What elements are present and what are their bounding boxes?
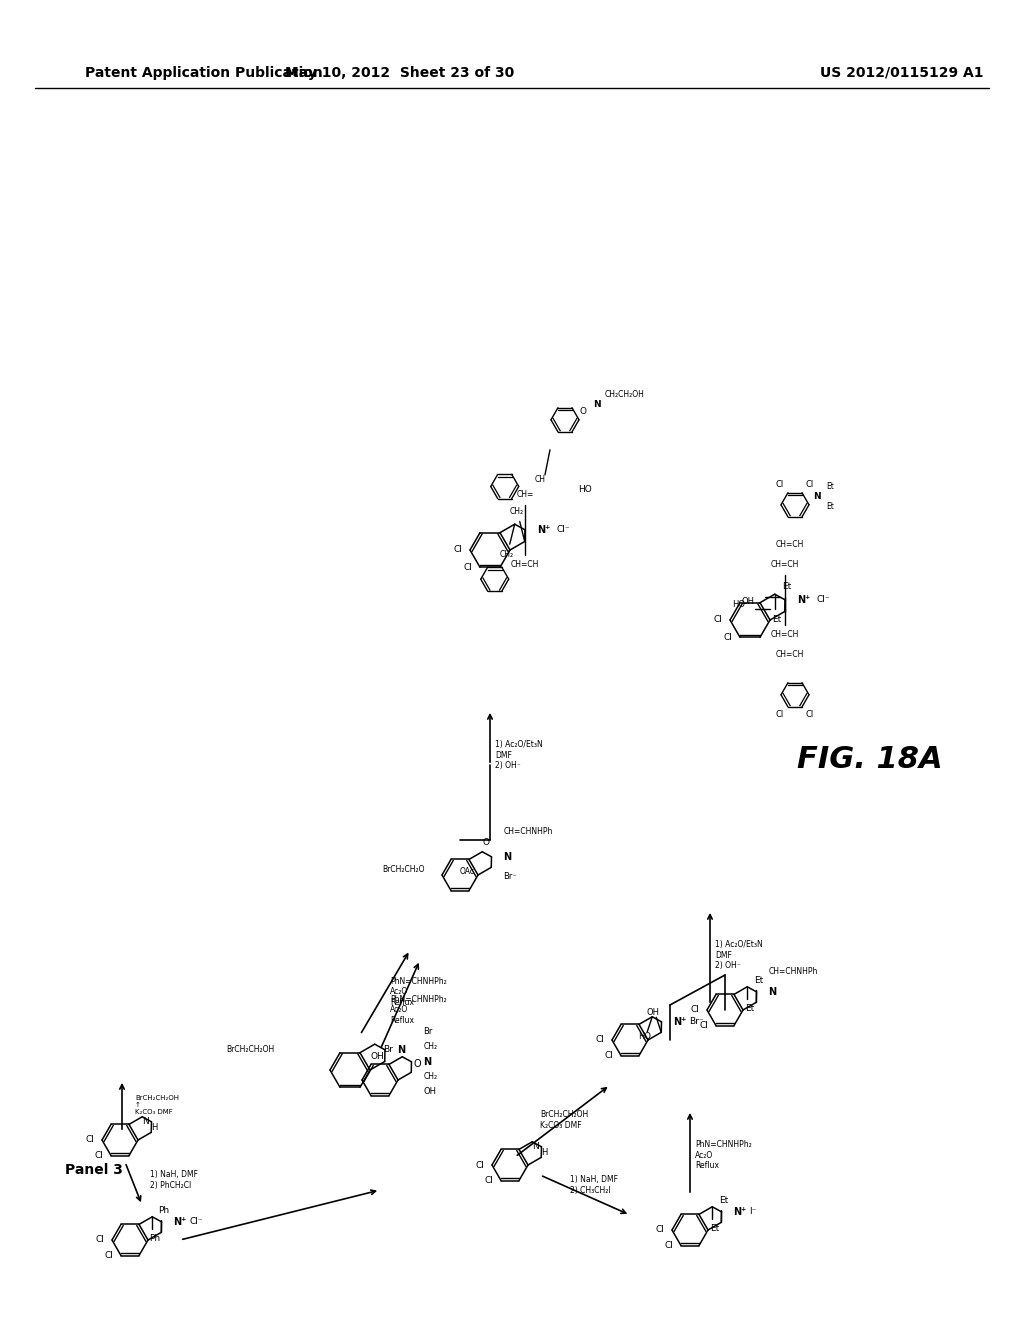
Text: Cl: Cl	[699, 1022, 708, 1030]
Text: N: N	[142, 1117, 148, 1126]
Text: H: H	[541, 1148, 548, 1156]
Text: HO: HO	[732, 599, 744, 609]
Text: Br⁻: Br⁻	[504, 873, 517, 882]
Text: Cl: Cl	[463, 562, 472, 572]
Text: N: N	[504, 851, 512, 862]
Text: CH=CH: CH=CH	[776, 651, 804, 659]
Text: PhN=CHNHPh₂
Ac₂O
Reflux: PhN=CHNHPh₂ Ac₂O Reflux	[390, 977, 446, 1007]
Text: Cl: Cl	[806, 710, 814, 719]
Text: CH₂: CH₂	[424, 1043, 437, 1051]
Text: Cl: Cl	[665, 1241, 673, 1250]
Text: US 2012/0115129 A1: US 2012/0115129 A1	[820, 66, 983, 81]
Text: Cl: Cl	[713, 615, 722, 624]
Text: OH: OH	[371, 1052, 385, 1061]
Text: BrCH₂CH₂OH
↑
K₂CO₃ DMF: BrCH₂CH₂OH ↑ K₂CO₃ DMF	[135, 1096, 179, 1115]
Text: CH₂CH₂OH: CH₂CH₂OH	[605, 391, 645, 399]
Text: O: O	[580, 408, 587, 416]
Text: N: N	[397, 1045, 406, 1055]
Text: Cl: Cl	[595, 1035, 604, 1044]
Text: Br: Br	[424, 1027, 433, 1036]
Text: Cl: Cl	[104, 1251, 113, 1261]
Text: Cl: Cl	[604, 1051, 613, 1060]
Text: Et: Et	[719, 1196, 728, 1205]
Text: CH₂: CH₂	[424, 1072, 437, 1081]
Text: OH: OH	[647, 1008, 659, 1016]
Text: Et: Et	[710, 1224, 719, 1233]
Text: Cl: Cl	[806, 480, 814, 490]
Text: Cl: Cl	[776, 710, 784, 719]
Text: BrCH₂CH₂OH: BrCH₂CH₂OH	[226, 1045, 274, 1055]
Text: HO: HO	[638, 1032, 650, 1041]
Text: N: N	[813, 492, 821, 502]
Text: CH=CHNHPh: CH=CHNHPh	[768, 968, 818, 977]
Text: CH₂: CH₂	[500, 549, 514, 558]
Text: OH: OH	[424, 1088, 436, 1097]
Text: Ph: Ph	[158, 1206, 169, 1214]
Text: CH=CHNHPh: CH=CHNHPh	[504, 828, 553, 837]
Text: Cl: Cl	[94, 1151, 103, 1160]
Text: Patent Application Publication: Patent Application Publication	[85, 66, 323, 81]
Text: N⁺: N⁺	[173, 1217, 186, 1226]
Text: CH₂: CH₂	[510, 507, 524, 516]
Text: Et: Et	[772, 615, 781, 623]
Text: Cl⁻: Cl⁻	[817, 595, 830, 605]
Text: Ph: Ph	[148, 1234, 160, 1243]
Text: PhN=CHNHPh₂
Ac₂O
Reflux: PhN=CHNHPh₂ Ac₂O Reflux	[695, 1140, 752, 1170]
Text: CH=: CH=	[516, 490, 534, 499]
Text: CH: CH	[535, 475, 546, 484]
Text: CH=CH: CH=CH	[776, 540, 804, 549]
Text: OAc: OAc	[460, 867, 475, 876]
Text: O: O	[482, 838, 489, 847]
Text: Cl: Cl	[655, 1225, 664, 1234]
Text: N: N	[424, 1057, 431, 1067]
Text: Cl: Cl	[475, 1160, 484, 1170]
Text: Cl: Cl	[95, 1236, 104, 1245]
Text: Cl: Cl	[690, 1006, 699, 1015]
Text: Cl: Cl	[723, 632, 732, 642]
Text: Cl: Cl	[85, 1135, 94, 1144]
Text: CH=CH: CH=CH	[511, 560, 540, 569]
Text: Et: Et	[826, 482, 834, 491]
Text: H: H	[152, 1123, 158, 1131]
Text: CH=CH: CH=CH	[771, 630, 799, 639]
Text: 1) Ac₂O/Et₃N
DMF
2) OH⁻: 1) Ac₂O/Et₃N DMF 2) OH⁻	[715, 940, 763, 970]
Text: N: N	[768, 987, 776, 997]
Text: Et: Et	[826, 503, 834, 511]
Text: N⁺: N⁺	[797, 595, 810, 605]
Text: 1) Ac₂O/Et₃N
DMF
2) OH⁻: 1) Ac₂O/Et₃N DMF 2) OH⁻	[495, 741, 543, 770]
Text: FIG. 18A: FIG. 18A	[798, 746, 943, 775]
Text: Et: Et	[782, 582, 792, 591]
Text: N⁺: N⁺	[537, 525, 550, 535]
Text: Cl⁻: Cl⁻	[557, 525, 570, 535]
Text: N: N	[531, 1142, 539, 1151]
Text: Cl: Cl	[454, 545, 462, 554]
Text: May 10, 2012  Sheet 23 of 30: May 10, 2012 Sheet 23 of 30	[286, 66, 515, 81]
Text: Br⁻: Br⁻	[689, 1018, 705, 1027]
Text: BrCH₂CH₂O: BrCH₂CH₂O	[383, 866, 425, 874]
Text: BrCH₂CH₂OH
K₂CO₃ DMF: BrCH₂CH₂OH K₂CO₃ DMF	[540, 1110, 588, 1130]
Text: PhN=CHNHPh₂
Ac₂O
Reflux: PhN=CHNHPh₂ Ac₂O Reflux	[390, 995, 446, 1024]
Text: Cl: Cl	[776, 480, 784, 490]
Text: Cl⁻: Cl⁻	[189, 1217, 203, 1226]
Text: CH=CH: CH=CH	[771, 560, 799, 569]
Text: HO: HO	[579, 486, 592, 494]
Text: Et: Et	[754, 975, 763, 985]
Text: I⁻: I⁻	[750, 1208, 757, 1216]
Text: N⁺: N⁺	[733, 1206, 746, 1217]
Text: 1) NaH, DMF
2) PhCH₂Cl: 1) NaH, DMF 2) PhCH₂Cl	[150, 1171, 198, 1189]
Text: OH: OH	[741, 597, 755, 606]
Text: O: O	[414, 1060, 421, 1069]
Text: Et: Et	[744, 1005, 754, 1014]
Text: 1) NaH, DMF
2) CH₃CH₂I: 1) NaH, DMF 2) CH₃CH₂I	[570, 1175, 618, 1195]
Text: N: N	[593, 400, 601, 409]
Text: Br: Br	[383, 1045, 392, 1053]
Text: N⁺: N⁺	[674, 1016, 687, 1027]
Text: Panel 3: Panel 3	[65, 1163, 123, 1177]
Text: Cl: Cl	[484, 1176, 493, 1185]
